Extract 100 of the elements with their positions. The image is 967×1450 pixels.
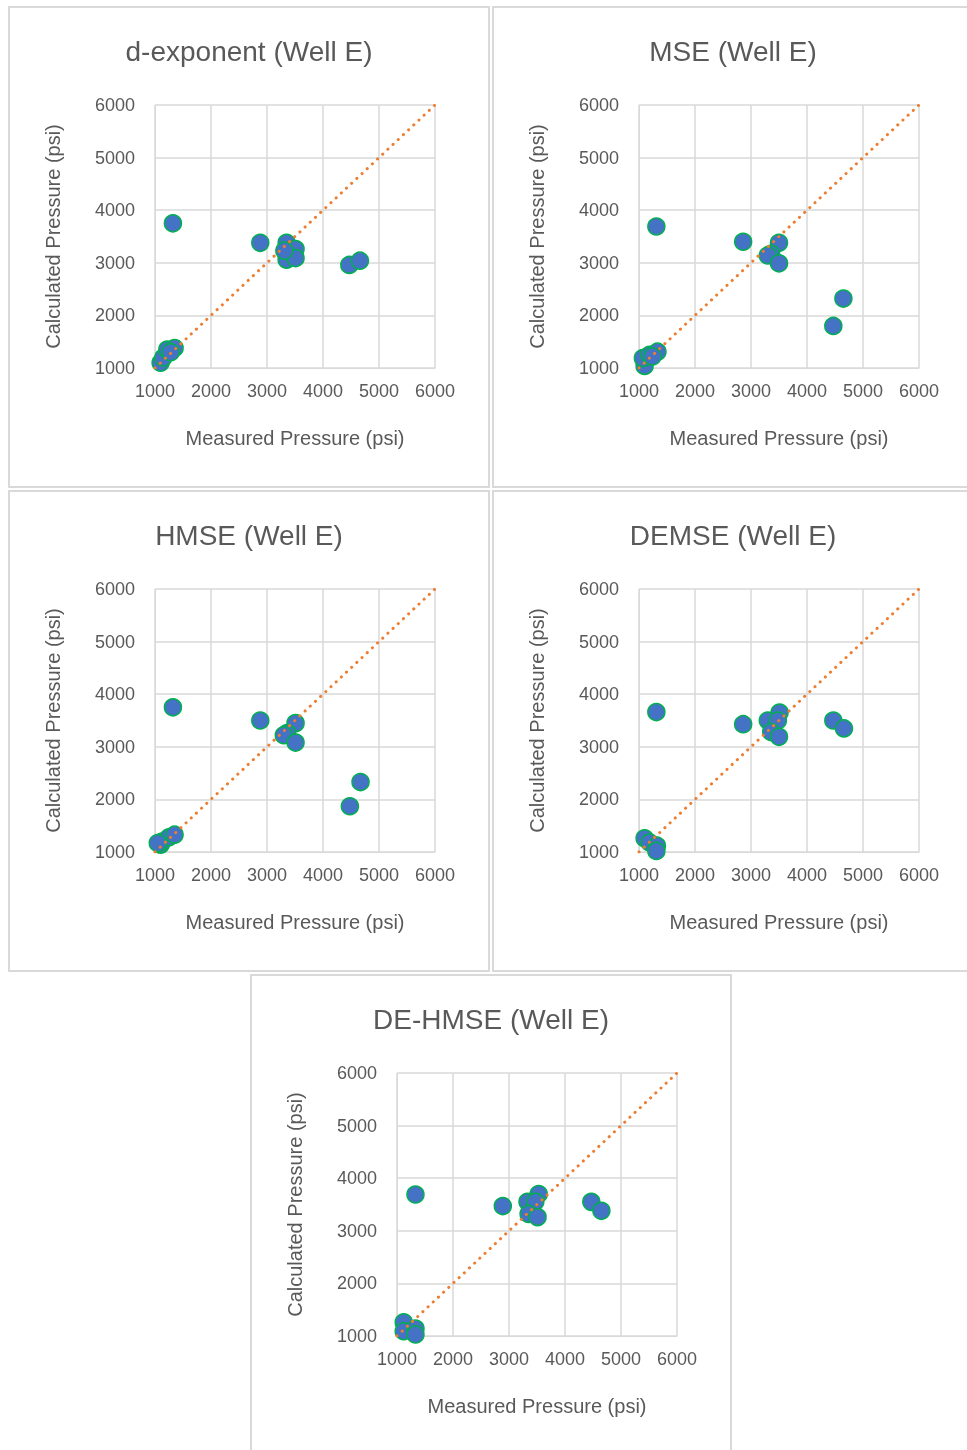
point	[406, 1185, 425, 1204]
y-tick-label: 1000	[578, 358, 619, 378]
y-tick-label: 4000	[336, 1168, 377, 1189]
x-tick-label: 2000	[432, 1349, 474, 1369]
y-axis-title: Calculated Pressure (psi)	[42, 124, 64, 349]
point	[834, 289, 853, 308]
y-tick-label: 6000	[94, 95, 135, 115]
point	[406, 1325, 425, 1344]
y-tick-label: 6000	[336, 1063, 377, 1083]
x-tick-label: 5000	[358, 865, 400, 885]
y-tick-label: 2000	[94, 305, 135, 326]
x-tick-label: 1000	[618, 865, 660, 885]
point	[350, 251, 370, 270]
chart-title: d-exponent (Well E)	[125, 35, 373, 67]
y-tick-label: 5000	[336, 1115, 377, 1136]
y-axis-title: Calculated Pressure (psi)	[526, 608, 548, 833]
x-tick-label: 2000	[674, 381, 716, 401]
x-axis-title: Measured Pressure (psi)	[669, 911, 889, 933]
point	[493, 1196, 513, 1216]
point	[251, 233, 270, 253]
point	[647, 841, 666, 861]
y-tick-label: 1000	[578, 842, 619, 862]
y-tick-label: 6000	[578, 95, 619, 115]
x-tick-label: 3000	[488, 1349, 530, 1369]
y-tick-label: 5000	[578, 147, 619, 168]
chart-title: MSE (Well E)	[649, 35, 817, 67]
y-tick-label: 2000	[578, 789, 619, 810]
point	[824, 316, 843, 336]
x-axis-title: Measured Pressure (psi)	[185, 911, 405, 933]
point	[340, 796, 360, 816]
x-tick-label: 5000	[842, 381, 884, 401]
x-tick-label: 4000	[302, 865, 344, 885]
y-tick-label: 6000	[94, 579, 135, 599]
x-tick-label: 4000	[302, 381, 344, 401]
x-tick-label: 2000	[190, 381, 232, 401]
x-axis-title: Measured Pressure (psi)	[185, 427, 405, 449]
x-tick-label: 1000	[376, 1349, 418, 1369]
x-tick-label: 5000	[842, 865, 884, 885]
point	[286, 733, 305, 752]
x-tick-label: 4000	[786, 381, 828, 401]
x-tick-label: 2000	[674, 865, 716, 885]
point	[251, 711, 270, 730]
x-axis-title: Measured Pressure (psi)	[427, 1395, 647, 1417]
y-tick-label: 4000	[578, 200, 619, 221]
point	[647, 702, 666, 722]
x-tick-label: 1000	[618, 381, 660, 401]
x-tick-label: 3000	[730, 865, 772, 885]
x-tick-label: 6000	[656, 1349, 698, 1369]
x-axis-title: Measured Pressure (psi)	[669, 427, 889, 449]
point	[592, 1201, 611, 1221]
point	[351, 772, 370, 792]
x-tick-label: 1000	[134, 865, 176, 885]
chart-title: DEMSE (Well E)	[629, 519, 837, 551]
x-tick-label: 5000	[358, 381, 400, 401]
y-tick-label: 4000	[94, 200, 135, 221]
x-tick-label: 6000	[898, 865, 940, 885]
point	[834, 719, 854, 738]
point	[733, 714, 753, 734]
point	[528, 1207, 547, 1227]
x-tick-label: 3000	[730, 381, 772, 401]
y-tick-label: 2000	[94, 789, 135, 810]
y-tick-label: 5000	[94, 147, 135, 168]
x-tick-label: 6000	[414, 381, 456, 401]
y-tick-label: 5000	[94, 631, 135, 652]
point	[275, 241, 294, 260]
point	[733, 232, 753, 252]
x-tick-label: 3000	[246, 865, 288, 885]
x-tick-label: 1000	[134, 381, 176, 401]
x-tick-label: 4000	[544, 1349, 586, 1369]
y-tick-label: 5000	[578, 631, 619, 652]
y-tick-label: 3000	[336, 1220, 377, 1241]
x-tick-label: 5000	[600, 1349, 642, 1369]
y-axis-title: Calculated Pressure (psi)	[284, 1092, 306, 1317]
y-tick-label: 3000	[578, 736, 619, 757]
point	[163, 698, 183, 717]
point	[647, 217, 666, 236]
point	[163, 214, 183, 233]
y-tick-label: 6000	[578, 579, 619, 599]
y-tick-label: 2000	[578, 305, 619, 326]
point	[769, 254, 789, 273]
y-tick-label: 4000	[94, 684, 135, 705]
x-tick-label: 6000	[414, 865, 456, 885]
y-tick-label: 4000	[578, 684, 619, 705]
chart-title: HMSE (Well E)	[155, 519, 343, 551]
y-tick-label: 3000	[94, 252, 135, 273]
y-tick-label: 1000	[94, 358, 135, 378]
y-tick-label: 2000	[336, 1273, 377, 1294]
y-axis-title: Calculated Pressure (psi)	[42, 608, 64, 833]
x-tick-label: 2000	[190, 865, 232, 885]
point	[165, 825, 184, 844]
y-axis-title: Calculated Pressure (psi)	[526, 124, 548, 349]
y-tick-label: 3000	[578, 252, 619, 273]
y-tick-label: 1000	[94, 842, 135, 862]
chart-title: DE-HMSE (Well E)	[373, 1003, 609, 1035]
x-tick-label: 3000	[246, 381, 288, 401]
y-tick-label: 3000	[94, 736, 135, 757]
x-tick-label: 4000	[786, 865, 828, 885]
x-tick-label: 6000	[898, 381, 940, 401]
point	[769, 727, 789, 747]
y-tick-label: 1000	[336, 1326, 377, 1346]
